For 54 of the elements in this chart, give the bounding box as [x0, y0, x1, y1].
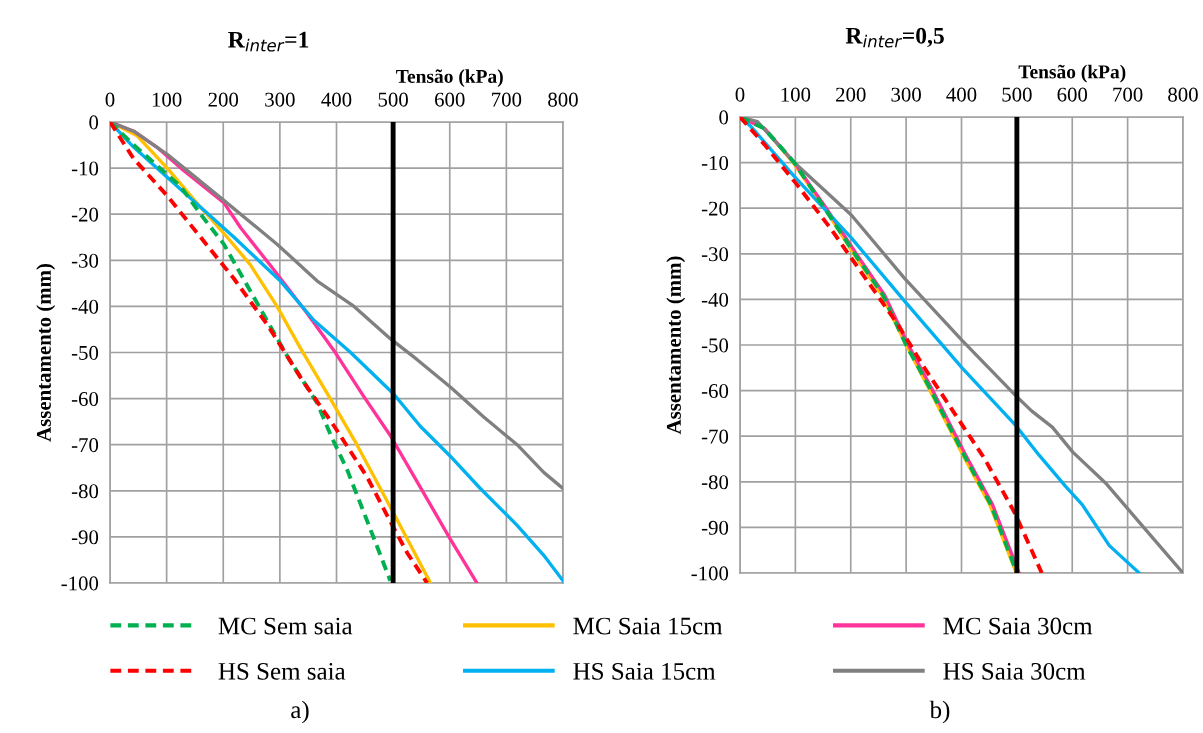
y-tick-label: -70	[701, 429, 729, 444]
y-tick-label: -40	[71, 299, 99, 314]
y-tick-label: -80	[701, 475, 729, 490]
text: a)	[291, 700, 309, 724]
y-tick-label: -90	[701, 520, 729, 535]
y-tick-label: -50	[71, 345, 99, 360]
legend-label: HS Sem saia	[218, 662, 346, 680]
y-axis-title: Assentamento (mm)	[666, 256, 686, 435]
x-tick-label: 800	[548, 92, 578, 107]
y-tick-label: -20	[701, 201, 729, 216]
y-tick-label: -10	[701, 155, 729, 171]
x-tick-label: 800	[1168, 87, 1198, 102]
x-tick-label: 500	[378, 92, 408, 107]
x-tick-label: 400	[946, 87, 977, 102]
y-tick-label: -50	[701, 338, 729, 353]
y-tick-label: -30	[701, 247, 729, 262]
y-axis-title: Assentamento (mm)	[36, 264, 56, 442]
x-tick-label: 300	[265, 92, 295, 107]
y-tick-label: -10	[71, 161, 99, 176]
legend-label: MC Sem saia	[218, 617, 353, 635]
x-tick-label: 200	[208, 92, 239, 107]
x-tick-label: 100	[781, 87, 811, 102]
x-tick-label: 200	[836, 87, 866, 102]
legend-label: MC Saia 15cm	[573, 617, 723, 635]
y-tick-label: -80	[71, 484, 99, 499]
chart-title: R$_{inter}$=0,5	[845, 27, 944, 48]
x-tick-label: 700	[1113, 87, 1143, 102]
legend-label: HS Saia 30cm	[943, 662, 1086, 680]
x-tick-label: 300	[891, 87, 921, 102]
chart-title: R$_{inter}$=1	[228, 31, 309, 52]
x-tick-label: 0	[105, 92, 115, 107]
x-axis-title: Tensão (kPa)	[1018, 64, 1126, 83]
y-tick-label: -20	[71, 207, 99, 222]
x-tick-label: 0	[735, 87, 745, 102]
x-tick-label: 100	[152, 92, 182, 107]
text: b)	[929, 700, 950, 724]
y-tick-label: -90	[71, 530, 99, 545]
legend-label: HS Saia 15cm	[573, 662, 716, 680]
y-tick-label: 0	[719, 110, 729, 125]
x-tick-label: 600	[435, 92, 465, 107]
x-tick-label: 600	[1057, 87, 1088, 102]
y-tick-label: -60	[71, 391, 99, 407]
x-tick-label: 500	[1002, 87, 1032, 102]
y-tick-label: -60	[701, 383, 729, 399]
legend-label: MC Saia 30cm	[943, 617, 1093, 635]
x-tick-label: 700	[492, 92, 522, 107]
y-tick-label: -70	[71, 438, 99, 453]
x-tick-label: 400	[321, 92, 352, 107]
y-tick-label: -100	[691, 566, 729, 581]
x-axis-title: Tensão (kPa)	[396, 69, 503, 87]
y-tick-label: -30	[71, 253, 99, 268]
y-tick-label: -100	[61, 576, 99, 591]
y-tick-label: -40	[701, 292, 729, 307]
y-tick-label: 0	[89, 115, 99, 130]
